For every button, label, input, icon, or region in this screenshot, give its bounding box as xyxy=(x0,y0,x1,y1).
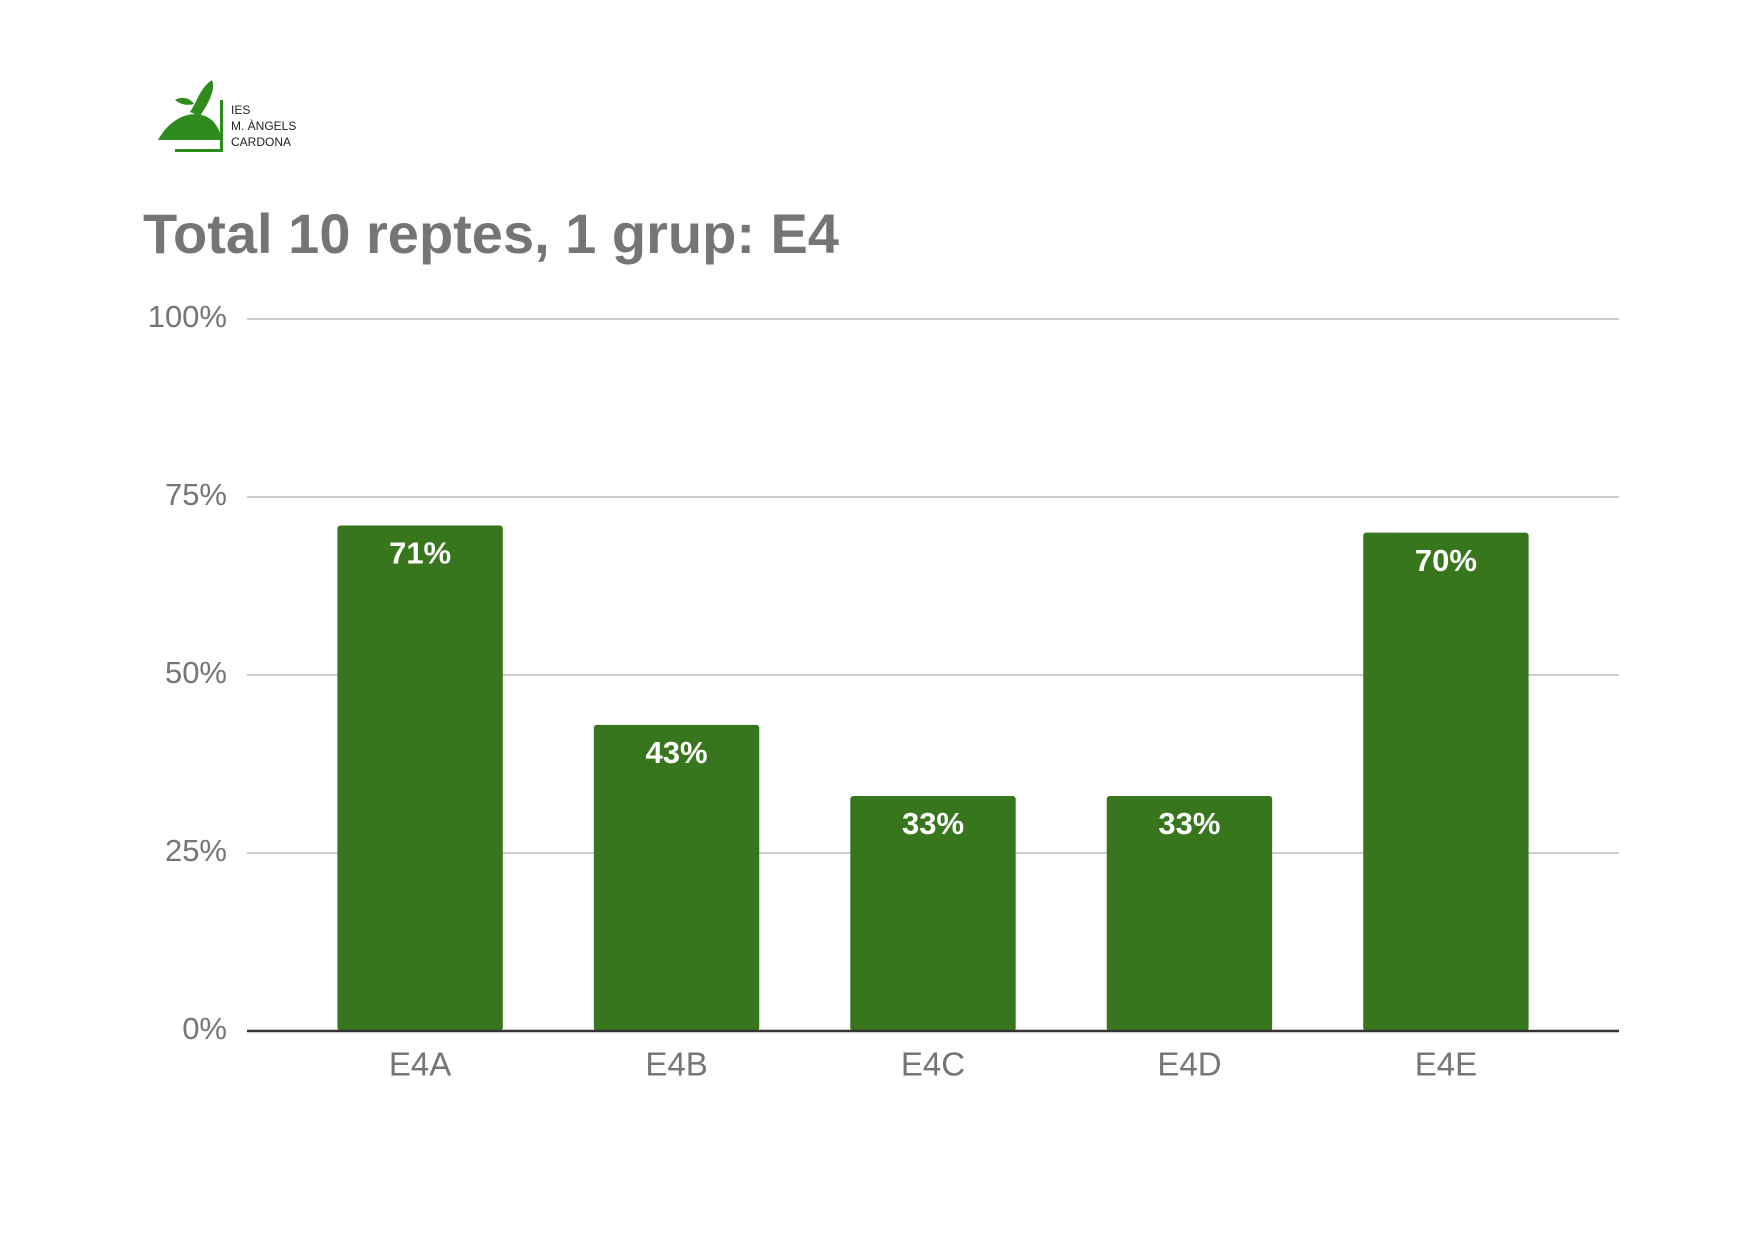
logo-text: M. ÀNGELS xyxy=(231,118,296,133)
y-tick-label: 25% xyxy=(165,833,227,868)
value-label: 33% xyxy=(902,806,964,841)
bar xyxy=(850,796,1016,1031)
bar xyxy=(1106,796,1273,1031)
value-label: 71% xyxy=(389,536,451,571)
value-label: 33% xyxy=(1158,806,1220,841)
logo-text: CARDONA xyxy=(231,135,291,149)
y-tick-label: 50% xyxy=(165,655,227,690)
bar xyxy=(337,525,503,1031)
y-tick-label: 75% xyxy=(165,477,227,512)
x-tick-label: E4E xyxy=(1415,1046,1477,1083)
bar xyxy=(593,724,760,1031)
chart-title: Total 10 reptes, 1 grup: E4 xyxy=(143,202,839,265)
logo: IES M. ÀNGELS CARDONA xyxy=(158,80,296,152)
y-tick-label: 100% xyxy=(148,299,227,334)
value-label: 70% xyxy=(1415,543,1477,578)
logo-text: IES xyxy=(231,103,250,117)
y-tick-label: 0% xyxy=(182,1011,227,1046)
x-tick-label: E4D xyxy=(1157,1046,1221,1083)
x-tick-label: E4A xyxy=(389,1046,451,1083)
x-tick-label: E4C xyxy=(901,1046,965,1083)
x-tick-label: E4B xyxy=(645,1046,707,1083)
bar xyxy=(1363,532,1529,1031)
value-label: 43% xyxy=(646,735,708,770)
